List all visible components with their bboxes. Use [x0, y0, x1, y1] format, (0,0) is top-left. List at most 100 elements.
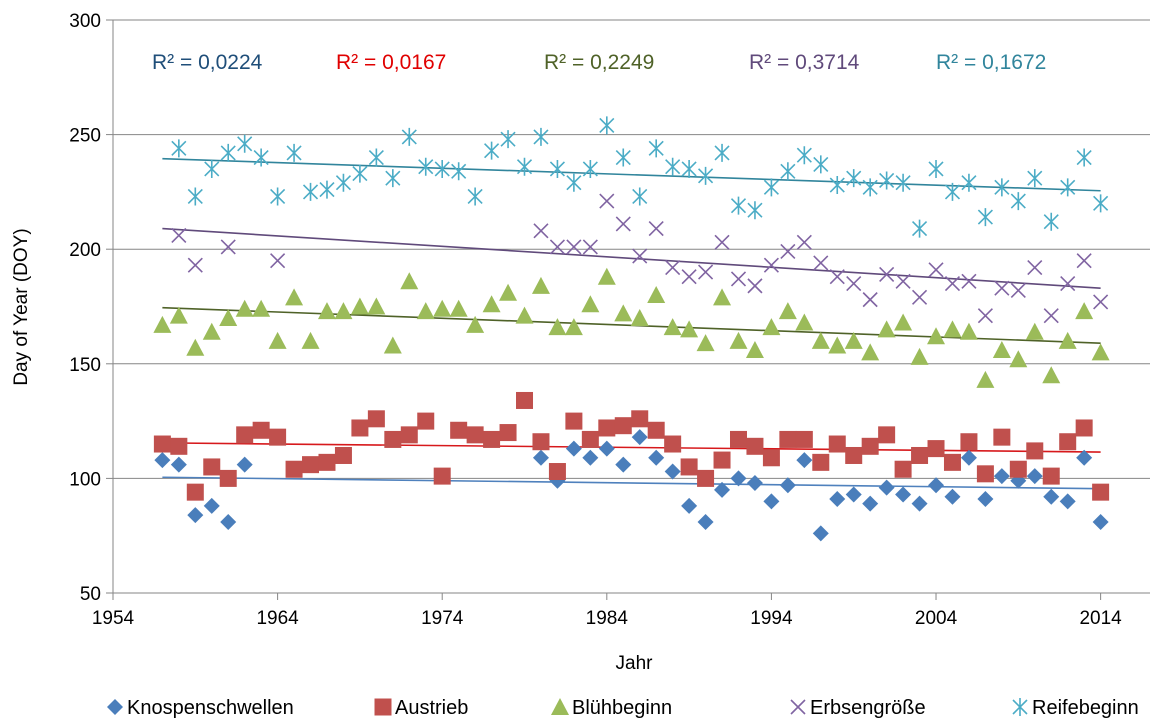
point-reifebeginn	[286, 143, 302, 162]
point-reifebeginn	[484, 141, 500, 160]
point-reifebeginn	[714, 143, 730, 162]
point-reifebeginn	[549, 159, 565, 178]
point-austrieb	[1059, 433, 1077, 451]
legend-label-bl-hbeginn: Blühbeginn	[572, 697, 672, 719]
point-bl-hbeginn	[729, 331, 748, 349]
point-bl-hbeginn	[482, 295, 501, 313]
point-austrieb	[203, 458, 221, 476]
y-tick-label: 300	[69, 11, 101, 32]
point-reifebeginn	[1093, 194, 1109, 213]
point-knospenschwellen	[944, 488, 961, 505]
point-austrieb	[598, 419, 616, 437]
point-austrieb	[186, 483, 204, 501]
point-austrieb	[976, 465, 994, 483]
point-bl-hbeginn	[1042, 366, 1061, 384]
point-austrieb	[762, 449, 780, 467]
point-bl-hbeginn	[844, 331, 863, 349]
point-reifebeginn	[566, 173, 582, 192]
point-bl-hbeginn	[861, 343, 880, 361]
point-bl-hbeginn	[713, 288, 732, 306]
point-knospenschwellen	[681, 497, 698, 514]
point-reifebeginn	[665, 157, 681, 176]
point-bl-hbeginn	[630, 308, 649, 326]
point-erbsengr-e	[1010, 282, 1026, 299]
point-reifebeginn	[994, 178, 1010, 197]
point-knospenschwellen	[977, 491, 994, 508]
point-erbsengr-e	[1043, 308, 1059, 324]
point-bl-hbeginn	[433, 299, 452, 317]
point-austrieb	[779, 430, 797, 448]
point-bl-hbeginn	[334, 302, 353, 320]
point-austrieb	[532, 433, 550, 451]
legend-label-reifebeginn: Reifebeginn	[1032, 697, 1139, 719]
point-knospenschwellen	[895, 486, 912, 503]
point-austrieb	[697, 469, 715, 487]
point-erbsengr-e	[1060, 276, 1076, 292]
point-bl-hbeginn	[663, 318, 682, 336]
x-tick-label: 2014	[1079, 608, 1122, 629]
point-reifebeginn	[648, 139, 664, 158]
point-bl-hbeginn	[976, 370, 995, 388]
point-reifebeginn	[500, 130, 516, 149]
point-erbsengr-e	[549, 239, 565, 255]
point-knospenschwellen	[928, 477, 945, 494]
legend-marker-knospenschwellen	[107, 699, 123, 715]
point-austrieb	[153, 435, 171, 453]
point-reifebeginn	[599, 116, 615, 135]
point-erbsengr-e	[829, 269, 845, 285]
trendline-erbsengr-e	[162, 227, 1101, 289]
point-knospenschwellen	[812, 525, 829, 542]
point-bl-hbeginn	[268, 331, 287, 349]
point-erbsengr-e	[846, 276, 862, 292]
point-erbsengr-e	[796, 234, 812, 250]
point-bl-hbeginn	[680, 320, 699, 338]
point-bl-hbeginn	[828, 336, 847, 354]
point-bl-hbeginn	[1025, 322, 1044, 340]
point-austrieb	[269, 428, 287, 446]
legend-marker-austrieb	[374, 698, 392, 716]
legend-label-knospenschwellen: Knospenschwellen	[127, 697, 294, 719]
point-erbsengr-e	[911, 289, 928, 305]
point-knospenschwellen	[565, 440, 582, 457]
legend-marker-reifebeginn	[1012, 698, 1028, 716]
point-erbsengr-e	[879, 266, 895, 282]
r2-label-erbsengr-e: R² = 0,3714	[749, 51, 860, 74]
point-reifebeginn	[368, 148, 384, 167]
point-reifebeginn	[1076, 148, 1092, 167]
point-austrieb	[367, 410, 385, 428]
point-austrieb	[1042, 467, 1060, 485]
point-austrieb	[318, 453, 336, 471]
point-austrieb	[943, 453, 961, 471]
point-reifebeginn	[385, 169, 401, 188]
point-reifebeginn	[730, 196, 747, 215]
point-bl-hbeginn	[811, 331, 830, 349]
x-tick-label: 1994	[750, 608, 793, 629]
trendline-reifebeginn	[162, 157, 1101, 192]
point-erbsengr-e	[994, 280, 1010, 296]
point-bl-hbeginn	[186, 338, 205, 356]
point-bl-hbeginn	[564, 318, 583, 336]
point-bl-hbeginn	[400, 272, 419, 290]
x-tick-label: 2004	[915, 608, 958, 629]
point-bl-hbeginn	[647, 286, 666, 304]
point-reifebeginn	[220, 143, 236, 162]
point-knospenschwellen	[187, 507, 204, 524]
point-bl-hbeginn	[778, 302, 797, 320]
point-bl-hbeginn	[992, 341, 1011, 359]
x-tick-label: 1974	[421, 608, 464, 629]
point-knospenschwellen	[220, 513, 237, 530]
point-austrieb	[351, 419, 369, 437]
point-bl-hbeginn	[927, 327, 946, 345]
point-reifebeginn	[451, 162, 467, 181]
legend-label-austrieb: Austrieb	[395, 697, 468, 719]
point-knospenschwellen	[878, 479, 895, 496]
point-reifebeginn	[862, 178, 878, 197]
point-knospenschwellen	[532, 449, 549, 466]
point-austrieb	[993, 428, 1011, 446]
r-squared-labels: R² = 0,0224 R² = 0,0167 R² = 0,2249 R² = 0,…	[152, 51, 1046, 74]
point-erbsengr-e	[615, 216, 631, 232]
point-knospenschwellen	[796, 452, 813, 469]
point-reifebeginn	[698, 166, 714, 185]
point-bl-hbeginn	[219, 308, 238, 326]
point-knospenschwellen	[648, 449, 665, 466]
